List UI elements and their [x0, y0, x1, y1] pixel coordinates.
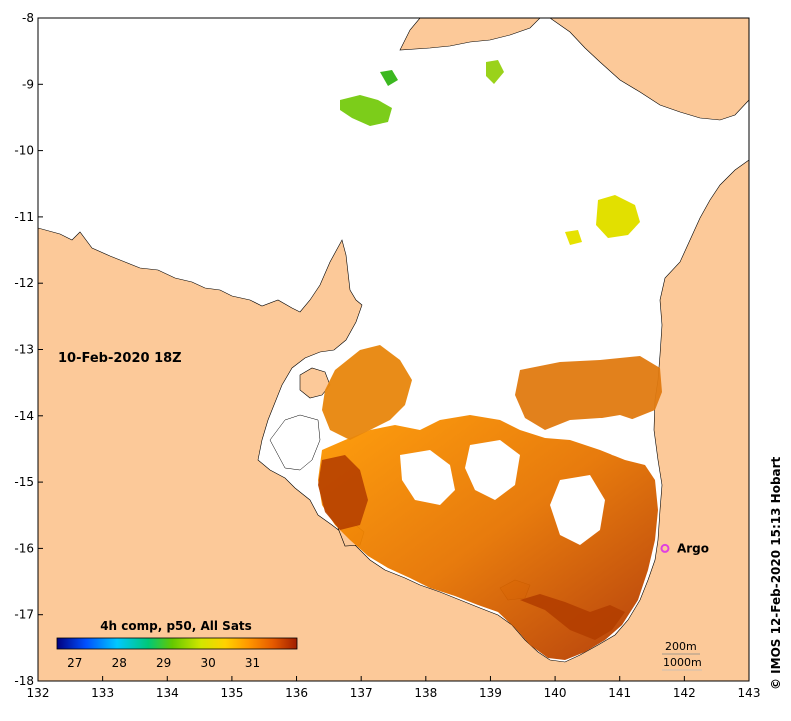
lon-tick-label: 133: [91, 686, 114, 700]
lat-tick-label: -9: [22, 77, 34, 91]
colorbar-tick-label: 27: [67, 656, 82, 670]
lat-tick-label: -18: [14, 674, 34, 688]
lat-tick-label: -12: [14, 276, 34, 290]
sst-patch-green-north: [340, 95, 392, 126]
contour-200-label: 200m: [665, 640, 697, 653]
sst-patch-green-small: [380, 70, 398, 86]
lon-tick-label: 139: [479, 686, 502, 700]
sst-patch-green-center: [486, 60, 504, 84]
argo-label: Argo: [677, 541, 709, 555]
lon-tick-label: 143: [738, 686, 761, 700]
cloud-gap-2: [465, 440, 520, 500]
sst-patch-yellow-east: [596, 195, 640, 238]
lon-tick-label: 132: [27, 686, 50, 700]
colorbar-gradient: [56, 637, 298, 650]
longitude-axis: 132 133 134 135 136 137 138 139 140 141 142 143: [27, 676, 761, 700]
credit-text: © IMOS 12-Feb-2020 15:13 Hobart: [769, 456, 783, 690]
lon-tick-label: 138: [414, 686, 437, 700]
lon-tick-label: 134: [156, 686, 179, 700]
lon-tick-label: 140: [544, 686, 567, 700]
argo-icon: [660, 543, 670, 553]
contour-1000-label: 1000m: [663, 656, 702, 669]
coastal-inlet: [269, 414, 321, 471]
lon-tick-label: 135: [220, 686, 243, 700]
argo-float-marker[interactable]: Argo: [660, 541, 709, 555]
colorbar-tick-label: 29: [156, 656, 171, 670]
sst-patch-yellow-small: [565, 230, 582, 245]
lat-tick-label: -11: [14, 210, 34, 224]
lon-tick-label: 137: [350, 686, 373, 700]
lat-tick-label: -15: [14, 475, 34, 489]
lon-tick-label: 141: [608, 686, 631, 700]
land-northeast: [549, 18, 749, 121]
lat-tick-label: -16: [14, 541, 34, 555]
sst-patch-dark-south: [520, 594, 625, 640]
colorbar-ticks: 27 28 29 30 31: [67, 656, 260, 670]
colorbar-tick-label: 31: [245, 656, 260, 670]
cloud-gap-3: [590, 415, 655, 462]
timestamp-label: 10-Feb-2020 18Z: [58, 351, 182, 366]
cloud-gap-1: [400, 450, 455, 505]
lat-tick-label: -13: [14, 343, 34, 357]
lat-tick-label: -8: [22, 11, 34, 25]
lat-tick-label: -14: [14, 409, 34, 423]
colorbar-tick-label: 30: [200, 656, 215, 670]
colorbar-tick-label: 28: [112, 656, 127, 670]
lon-tick-label: 136: [285, 686, 308, 700]
colorbar-title: 4h comp, p50, All Sats: [100, 619, 252, 633]
sst-patch-dark-west: [318, 455, 368, 530]
land-north: [399, 18, 541, 51]
sst-patch-east: [515, 356, 662, 430]
lon-tick-label: 142: [673, 686, 696, 700]
cloud-gap-4: [550, 475, 605, 545]
depth-contour-legend: 200m 1000m: [662, 640, 702, 671]
latitude-axis: -8 -9 -10 -11 -12 -13 -14 -15 -16 -17 -18: [14, 11, 43, 688]
lat-tick-label: -10: [14, 144, 34, 158]
sst-patch-west: [322, 345, 412, 440]
lat-tick-label: -17: [14, 608, 34, 622]
colorbar: 4h comp, p50, All Sats 27 28 29 30 31: [56, 619, 298, 670]
